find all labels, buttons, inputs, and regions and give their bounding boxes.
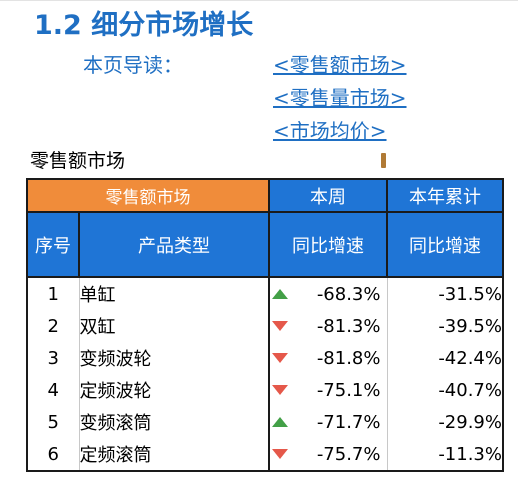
row-week-cell: -81.8% — [268, 342, 387, 374]
row-week-cell: -68.3% — [268, 277, 387, 310]
row-type: 变频滚筒 — [78, 406, 269, 438]
table-row: 3 变频波轮 -81.8% -42.4% — [26, 342, 504, 374]
link-retail-value-market[interactable]: <零售额市场> — [273, 53, 407, 77]
row-year-value: -40.7% — [386, 374, 504, 406]
type-header: 产品类型 — [78, 211, 270, 278]
row-week-cell: -75.7% — [268, 438, 387, 472]
table-header-row-sub: 序号 产品类型 同比增速 同比增速 — [26, 211, 504, 278]
top-grid-line — [0, 0, 518, 1]
year-growth-header: 同比增速 — [386, 211, 504, 278]
row-week-cell: -81.3% — [268, 310, 387, 342]
row-year-value: -11.3% — [386, 438, 504, 472]
row-week-value: -75.1% — [316, 379, 381, 401]
row-index: 4 — [26, 374, 79, 406]
row-year-value: -39.5% — [386, 310, 504, 342]
row-week-cell: -71.7% — [268, 406, 387, 438]
row-year-value: -29.9% — [386, 406, 504, 438]
link-retail-volume-market[interactable]: <零售量市场> — [273, 86, 407, 110]
year-header: 本年累计 — [386, 178, 504, 213]
row-index: 2 — [26, 310, 79, 342]
up-triangle-icon — [272, 289, 288, 299]
guide-label: 本页导读： — [83, 53, 183, 77]
row-type: 单缸 — [78, 277, 269, 310]
comment-marker-icon — [381, 153, 386, 168]
index-header: 序号 — [26, 211, 80, 278]
up-triangle-icon — [272, 417, 288, 427]
row-week-value: -68.3% — [316, 283, 381, 305]
link-average-price[interactable]: <市场均价> — [273, 119, 387, 143]
row-index: 6 — [26, 438, 79, 472]
table-row: 6 定频滚筒 -75.7% -11.3% — [26, 438, 504, 472]
table-row: 2 双缸 -81.3% -39.5% — [26, 310, 504, 342]
row-week-value: -81.8% — [316, 347, 381, 369]
page-title: 1.2 细分市场增长 — [34, 10, 254, 41]
row-week-cell: -75.1% — [268, 374, 387, 406]
section-label: 零售额市场 — [30, 150, 126, 172]
week-growth-header: 同比增速 — [268, 211, 388, 278]
row-index: 5 — [26, 406, 79, 438]
down-triangle-icon — [272, 321, 288, 331]
row-index: 3 — [26, 342, 79, 374]
row-type: 定频滚筒 — [78, 438, 269, 472]
row-type: 变频波轮 — [78, 342, 269, 374]
row-index: 1 — [26, 277, 79, 310]
table-header-row-top: 零售额市场 本周 本年累计 — [26, 178, 504, 213]
row-week-value: -75.7% — [316, 443, 381, 465]
table-row: 4 定频波轮 -75.1% -40.7% — [26, 374, 504, 406]
group-header: 零售额市场 — [26, 178, 270, 213]
table-row: 5 变频滚筒 -71.7% -29.9% — [26, 406, 504, 438]
row-week-value: -81.3% — [316, 315, 381, 337]
retail-value-table: 零售额市场 本周 本年累计 序号 产品类型 同比增速 同比增速 1 单缸 -68… — [26, 178, 504, 472]
row-year-value: -31.5% — [386, 277, 504, 310]
table-row: 1 单缸 -68.3% -31.5% — [26, 277, 504, 310]
week-header: 本周 — [268, 178, 388, 213]
down-triangle-icon — [272, 385, 288, 395]
down-triangle-icon — [272, 353, 288, 363]
row-year-value: -42.4% — [386, 342, 504, 374]
row-type: 双缸 — [78, 310, 269, 342]
down-triangle-icon — [272, 449, 288, 459]
row-week-value: -71.7% — [316, 411, 381, 433]
row-type: 定频波轮 — [78, 374, 269, 406]
